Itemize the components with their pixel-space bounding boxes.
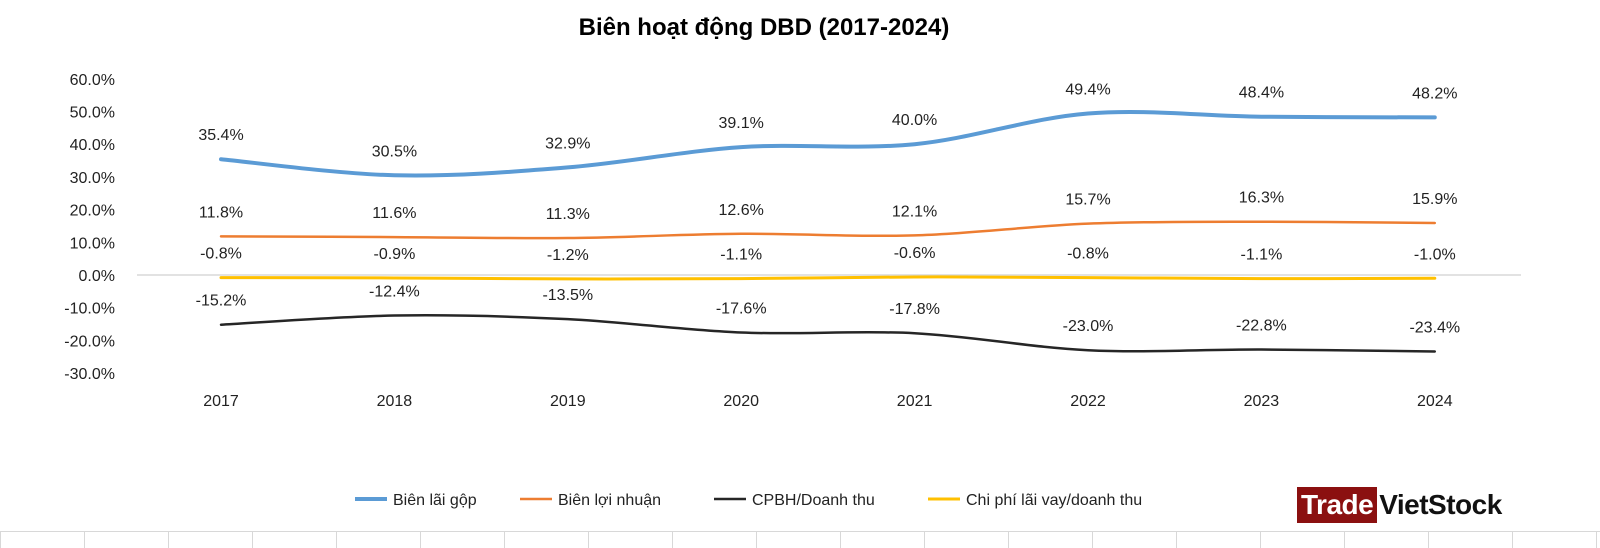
y-tick-label: 10.0% (70, 235, 115, 252)
grid-cell (1512, 532, 1596, 548)
grid-cell (1260, 532, 1344, 548)
data-label: -17.8% (889, 301, 940, 318)
x-tick-label: 2018 (377, 393, 413, 410)
grid-cell (168, 532, 252, 548)
chart-title: Biên hoạt động DBD (2017-2024) (579, 14, 950, 41)
data-label: -1.1% (720, 247, 762, 264)
grid-cell (840, 532, 924, 548)
legend-label: CPBH/Doanh thu (752, 492, 875, 509)
y-tick-label: 20.0% (70, 203, 115, 220)
tradevietstock-logo: Trade VietStock (1297, 487, 1502, 523)
x-tick-label: 2024 (1417, 393, 1453, 410)
data-label: 12.1% (892, 203, 937, 220)
grid-cell (588, 532, 672, 548)
data-label: 15.7% (1065, 192, 1110, 209)
grid-cell (1344, 532, 1428, 548)
x-tick-label: 2019 (550, 393, 586, 410)
grid-cell (1596, 532, 1600, 548)
grid-cell (756, 532, 840, 548)
data-label: 32.9% (545, 135, 590, 152)
grid-cell (1008, 532, 1092, 548)
grid-cell (924, 532, 1008, 548)
data-label: 12.6% (719, 202, 764, 219)
data-label: -0.9% (374, 246, 416, 263)
grid-cell (1176, 532, 1260, 548)
data-label: 39.1% (719, 115, 764, 132)
y-tick-label: -20.0% (64, 333, 115, 350)
data-label: 16.3% (1239, 190, 1284, 207)
y-tick-label: 0.0% (79, 268, 115, 285)
data-label: 11.8% (199, 204, 243, 221)
data-label: -0.8% (200, 246, 242, 263)
legend-label: Chi phí lãi vay/doanh thu (966, 492, 1142, 509)
data-label: -15.2% (196, 293, 247, 310)
grid-cell (420, 532, 504, 548)
data-label: 30.5% (372, 143, 417, 160)
grid-cell (252, 532, 336, 548)
grid-cell (1092, 532, 1176, 548)
x-tick-label: 2017 (203, 393, 239, 410)
data-label: -13.5% (542, 287, 593, 304)
data-label: 48.2% (1412, 85, 1457, 102)
y-tick-label: 30.0% (70, 170, 115, 187)
data-label: -1.2% (547, 247, 589, 264)
logo-vietstock: VietStock (1379, 489, 1502, 520)
series-line-3 (219, 275, 1437, 281)
data-label: -22.8% (1236, 318, 1287, 335)
y-tick-label: 40.0% (70, 137, 115, 154)
data-label: 40.0% (892, 112, 937, 129)
data-label: 35.4% (198, 127, 243, 144)
series-line-0 (219, 109, 1437, 178)
data-label: 11.3% (546, 206, 590, 223)
x-tick-label: 2023 (1244, 393, 1280, 410)
data-label: 11.6% (372, 205, 416, 222)
data-label: -23.0% (1063, 318, 1114, 335)
y-tick-label: 50.0% (70, 105, 115, 122)
data-label: -0.6% (894, 245, 936, 262)
data-label: -23.4% (1409, 320, 1460, 337)
x-tick-label: 2020 (723, 393, 759, 410)
data-label: 49.4% (1065, 81, 1110, 98)
y-tick-label: -10.0% (64, 301, 115, 318)
y-tick-label: 60.0% (70, 72, 115, 89)
spreadsheet-gridlines (0, 531, 1600, 548)
data-label: 15.9% (1412, 191, 1457, 208)
grid-cell (84, 532, 168, 548)
legend-label: Biên lãi gộp (393, 492, 477, 509)
grid-cell (1428, 532, 1512, 548)
grid-cell (504, 532, 588, 548)
y-tick-label: -30.0% (64, 366, 115, 383)
data-label: -0.8% (1067, 246, 1109, 263)
series-line-1 (219, 220, 1437, 240)
grid-cell (672, 532, 756, 548)
x-tick-label: 2022 (1070, 393, 1106, 410)
data-label: -1.1% (1241, 247, 1283, 264)
data-label: -17.6% (716, 301, 767, 318)
data-label: 48.4% (1239, 85, 1284, 102)
grid-cell (0, 532, 84, 548)
series-line-2 (219, 314, 1437, 353)
grid-cell (336, 532, 420, 548)
legend-label: Biên lợi nhuận (558, 492, 661, 509)
data-label: -1.0% (1414, 246, 1456, 263)
logo-trade: Trade (1297, 487, 1378, 523)
data-label: -12.4% (369, 284, 420, 301)
x-tick-label: 2021 (897, 393, 933, 410)
